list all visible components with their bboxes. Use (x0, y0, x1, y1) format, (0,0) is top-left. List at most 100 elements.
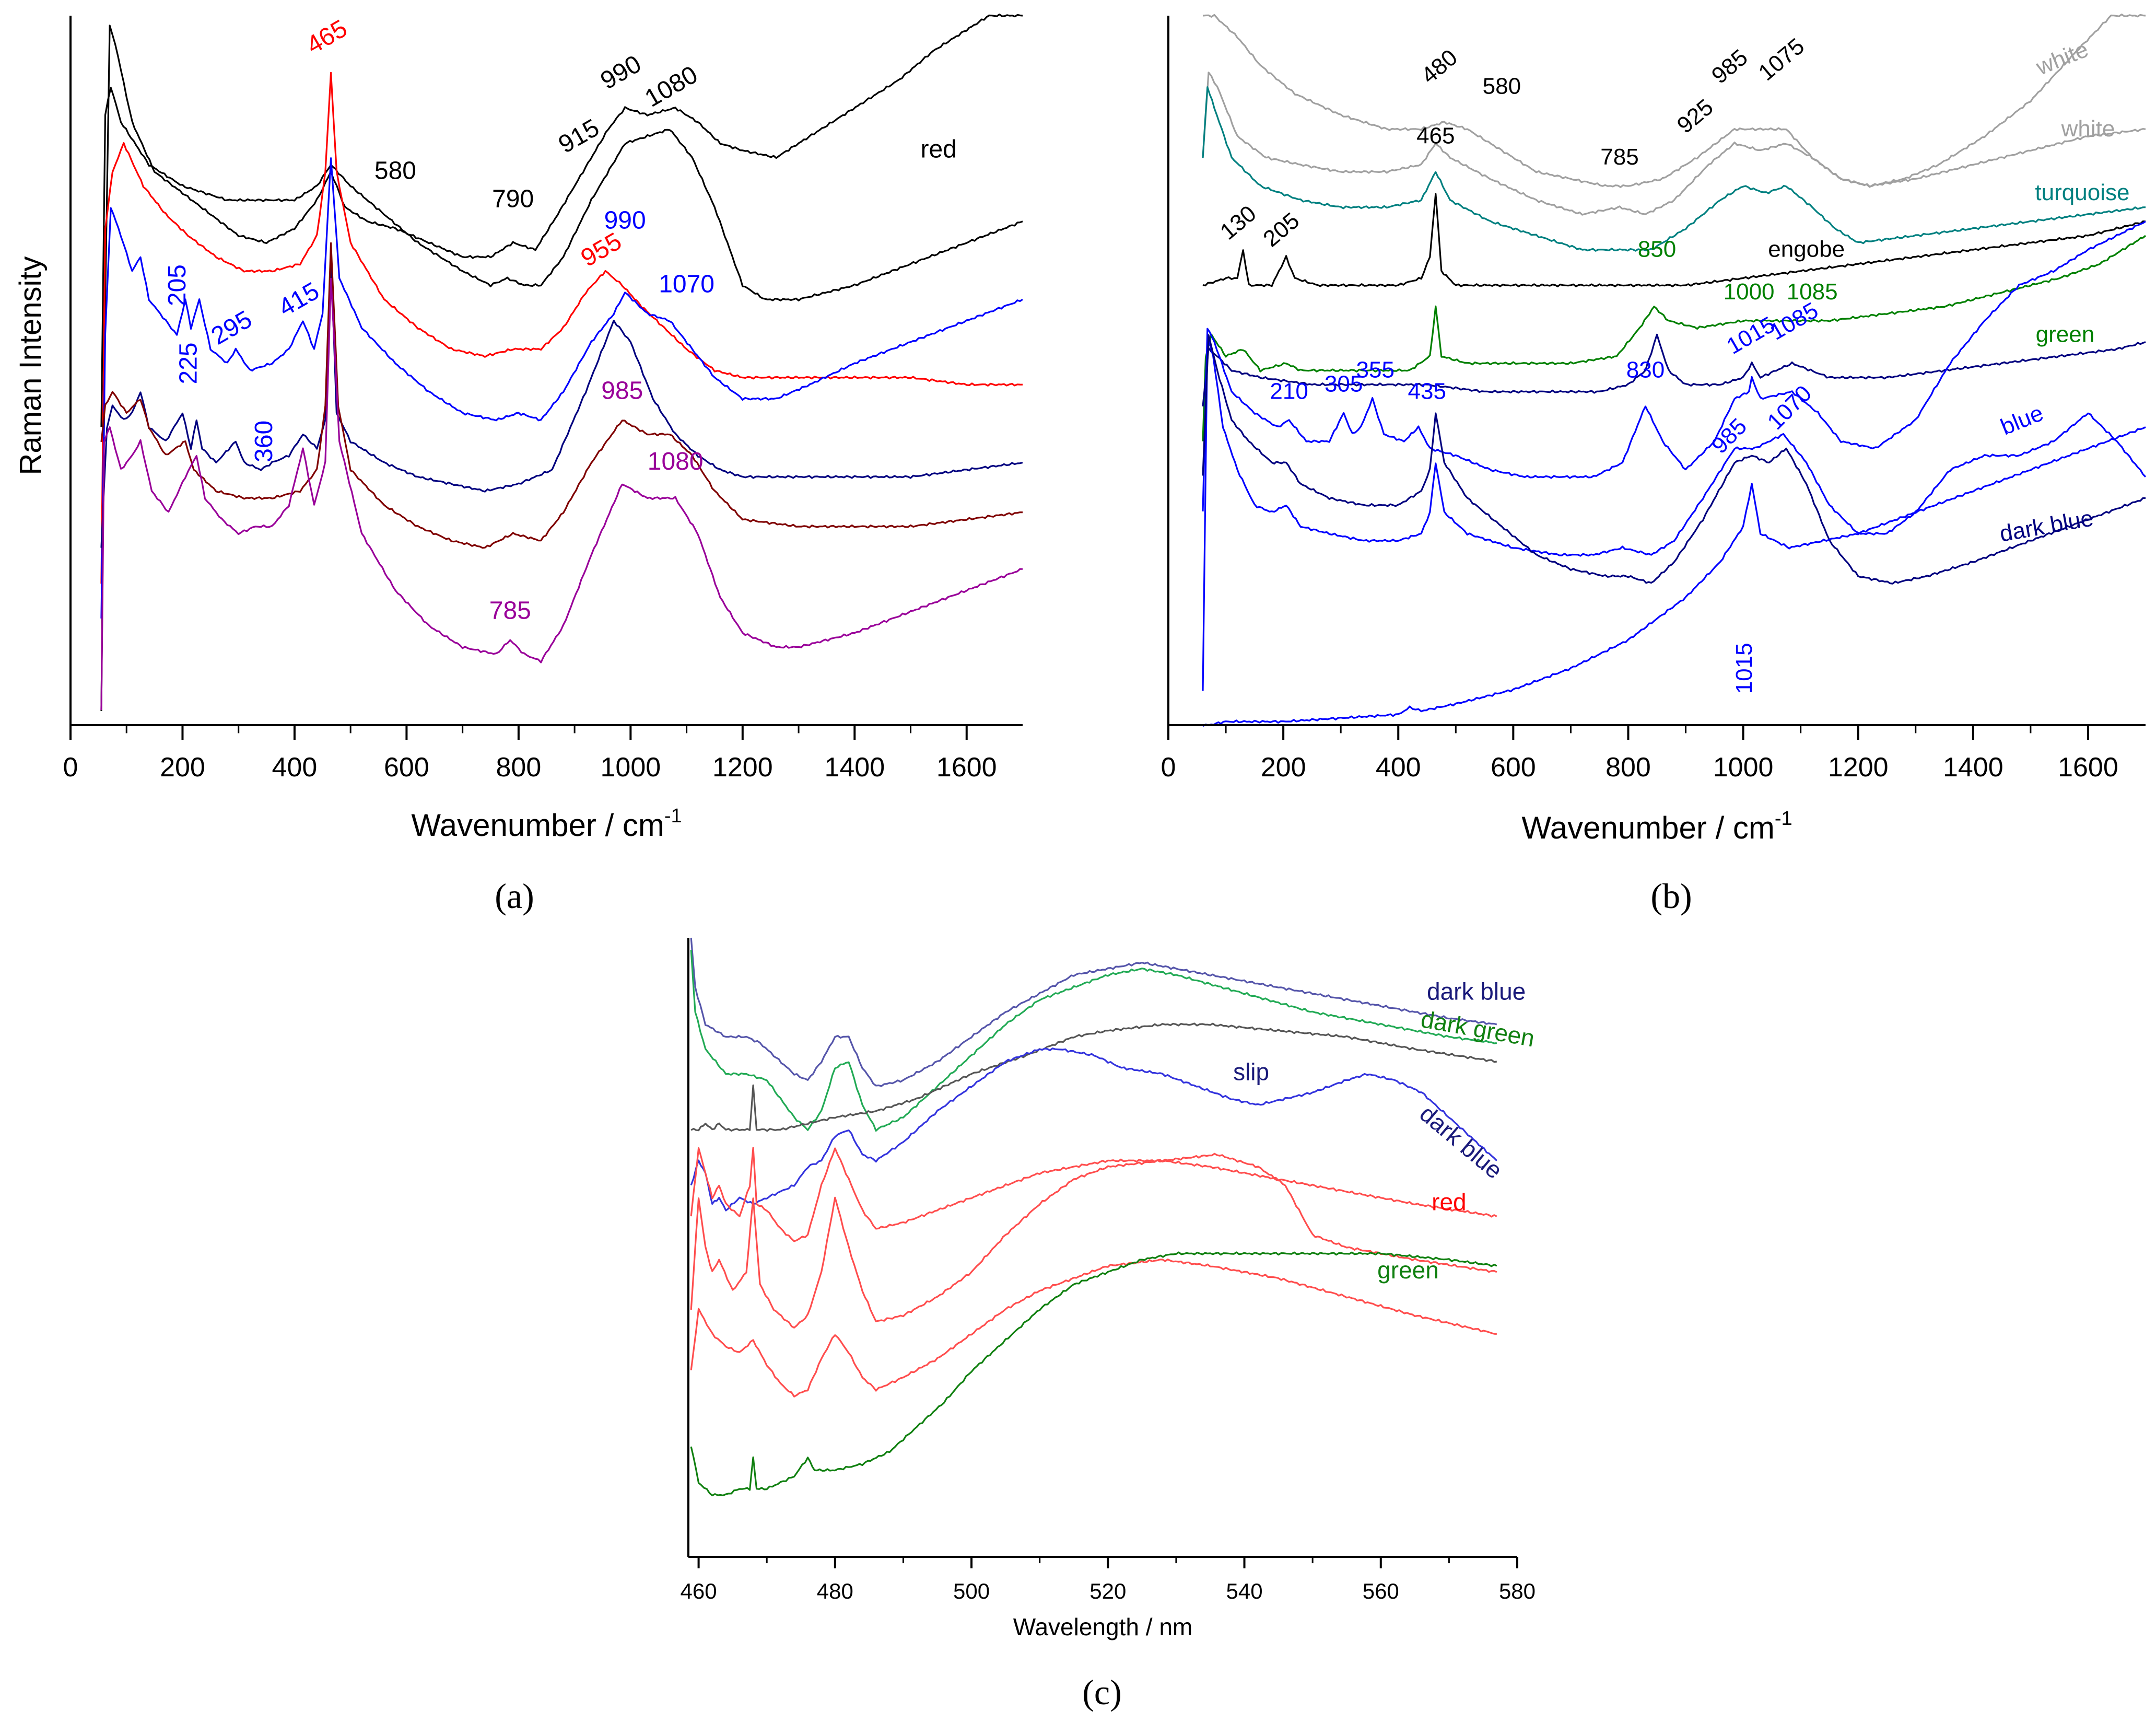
panel-b-annotation-1: white (2032, 37, 2092, 80)
panel-c-x-axis-label: Wavelength / nm (1013, 1613, 1192, 1640)
panel-b-annotation-26: 435 (1408, 378, 1446, 404)
panel-b-annotation-28: 1070 (1762, 380, 1817, 435)
panel-a-y-axis-label: Raman Intensity (14, 256, 48, 475)
panel-b-annotation-27: 985 (1707, 413, 1752, 459)
panel-b-annotation-29: 1015 (1731, 643, 1757, 694)
panel-a-annotation-12: 295 (207, 306, 257, 351)
panel-b-series-line-9 (1202, 334, 2146, 585)
panel-b-series-line-7 (1202, 220, 2146, 511)
panel-a-series-line-4 (100, 157, 1023, 619)
panel-b-series-line-8 (1202, 333, 2147, 691)
panel-c-axes: 460 480 500 520 540 560 580 (681, 938, 1536, 1603)
panel-c-annotation-5: red (1432, 1188, 1466, 1215)
panel-b-annotation-9: 580 (1483, 73, 1521, 99)
panel-c-series-line-8 (690, 1251, 1497, 1497)
panel-a-annotation-15: 360 (250, 421, 278, 462)
panel-b-annotation-10: 465 (1416, 123, 1455, 148)
panel-b-x-tick-label-600: 600 (1491, 752, 1536, 783)
panel-a-x-axis-label: Wavenumber / cm-1 (411, 805, 682, 843)
panel-a-annotation-7: red (920, 136, 956, 164)
panel-b-series-line-3 (1202, 86, 2146, 252)
panel-b-annotation-3: turquoise (2035, 180, 2129, 205)
panel-c-annotation-1: dark blue (1427, 978, 1526, 1005)
panel-b-axes: 0 200 400 600 800 1000 1200 1400 1600 (1161, 16, 2146, 783)
panel-b-annotation-18: 1000 (1724, 279, 1775, 305)
panel-a-annotation-16: 985 (601, 377, 643, 404)
panel-b-series (1202, 14, 2147, 727)
panel-c-annotation-6: green (1377, 1256, 1439, 1284)
panel-b-annotation-5: green (2036, 322, 2095, 347)
panel-b-annotation-6: blue (1997, 400, 2047, 440)
panel-b-series-line-6 (1202, 333, 2146, 407)
panel-b-annotation-25: 355 (1356, 357, 1395, 383)
panel-b-annotation-11: 785 (1600, 144, 1638, 170)
panel-b-x-tick-label-1000: 1000 (1713, 752, 1774, 783)
panel-c-x-tick-label-500: 500 (953, 1579, 990, 1603)
panel-b-series-line-4 (1202, 193, 2146, 287)
panel-b-annotation-13: 985 (1707, 44, 1753, 89)
panel-b-caption: (b) (1650, 876, 1692, 916)
panel-b-series-line-2 (1202, 72, 2146, 216)
panel-a-annotation-8: 990 (604, 206, 646, 234)
panel-a-x-axis-label-superscript: -1 (664, 805, 682, 827)
panel-a-x-tick-label-1200: 1200 (712, 752, 773, 783)
panel-b-annotation-4: engobe (1768, 237, 1845, 262)
panel-a-series-line-5 (100, 257, 1023, 548)
panel-b-series-line-10 (1202, 426, 2146, 727)
panel-a-annotation-1: 465 (302, 15, 352, 60)
panel-c-series-line-1 (690, 937, 1497, 1087)
panel-a-x-tick-label-1000: 1000 (601, 752, 661, 783)
panel-c-series-line-4 (690, 1047, 1497, 1212)
panel-a-annotation-14: 225 (174, 342, 202, 384)
panel-b-annotation-14: 1075 (1754, 33, 1809, 86)
panel-c-caption: (c) (1082, 1672, 1121, 1712)
panel-b-annotation-7: dark blue (1998, 505, 2095, 547)
panel-c-x-tick-label-460: 460 (681, 1579, 717, 1603)
panel-a-annotation-10: 1070 (659, 271, 714, 298)
panel-c-x-tick-label-480: 480 (817, 1579, 853, 1603)
panel-a-caption: (a) (495, 876, 534, 916)
panel-c-x-tick-label-520: 520 (1089, 1579, 1126, 1603)
panel-b-series-line-1 (1202, 14, 2146, 188)
panel-b-x-axis-label-text: Wavenumber / cm (1521, 810, 1775, 845)
panel-c-annotation-3: slip (1233, 1058, 1269, 1086)
panel-a-annotation-17: 1080 (648, 448, 704, 475)
panel-b-annotation-22: 830 (1626, 357, 1665, 383)
panel-a-series-line-1 (100, 14, 1023, 711)
panel-c-series-line-7 (690, 1259, 1497, 1398)
panel-a-axes: 0 200 400 600 800 1000 1200 1400 1600 (63, 16, 1023, 783)
panel-c-x-tick-label-540: 540 (1226, 1579, 1262, 1603)
panel-b-x-axis-label: Wavenumber / cm-1 (1521, 808, 1792, 845)
panel-a-annotation-11: 205 (163, 264, 191, 306)
panel-a-annotations: 4655807909159901080red990955107020529541… (163, 15, 957, 624)
panel-a-x-tick-label-0: 0 (63, 752, 78, 783)
panel-b-x-tick-label-200: 200 (1261, 752, 1306, 783)
panel-b-annotation-24: 305 (1325, 371, 1363, 397)
panel-a-x-tick-label-400: 400 (272, 752, 318, 783)
panel-a-x-tick-label-200: 200 (160, 752, 205, 783)
panel-a-series (100, 14, 1023, 711)
panel-b-annotation-12: 925 (1672, 94, 1718, 138)
panel-a-x-axis-label-text: Wavenumber / cm (411, 808, 664, 843)
panel-c-series-line-5 (690, 1147, 1497, 1242)
panel-b: white white turquoise engobe green blue dark b… (1161, 14, 2147, 916)
panel-b-annotation-16: 205 (1258, 208, 1304, 252)
panel-a-x-tick-label-800: 800 (496, 752, 541, 783)
panel-b-x-tick-label-1200: 1200 (1828, 752, 1889, 783)
panel-b-annotation-15: 130 (1215, 201, 1261, 245)
panel-a-series-line-3 (100, 72, 1023, 584)
panel-c-x-tick-label-580: 580 (1499, 1579, 1536, 1603)
panel-b-annotation-20: 1015 (1723, 311, 1779, 359)
panel-b-annotation-8: 480 (1416, 44, 1462, 89)
panel-b-x-tick-label-1400: 1400 (1943, 752, 2003, 783)
panel-a-x-tick-label-1400: 1400 (824, 752, 885, 783)
panel-a-annotation-13: 415 (274, 277, 324, 322)
panel-b-x-tick-label-800: 800 (1606, 752, 1651, 783)
panel-b-x-tick-label-400: 400 (1376, 752, 1421, 783)
panel-b-annotation-17: 850 (1638, 237, 1676, 262)
panel-c-series-line-3 (690, 1022, 1497, 1132)
panel-a-annotation-2: 580 (374, 157, 416, 184)
